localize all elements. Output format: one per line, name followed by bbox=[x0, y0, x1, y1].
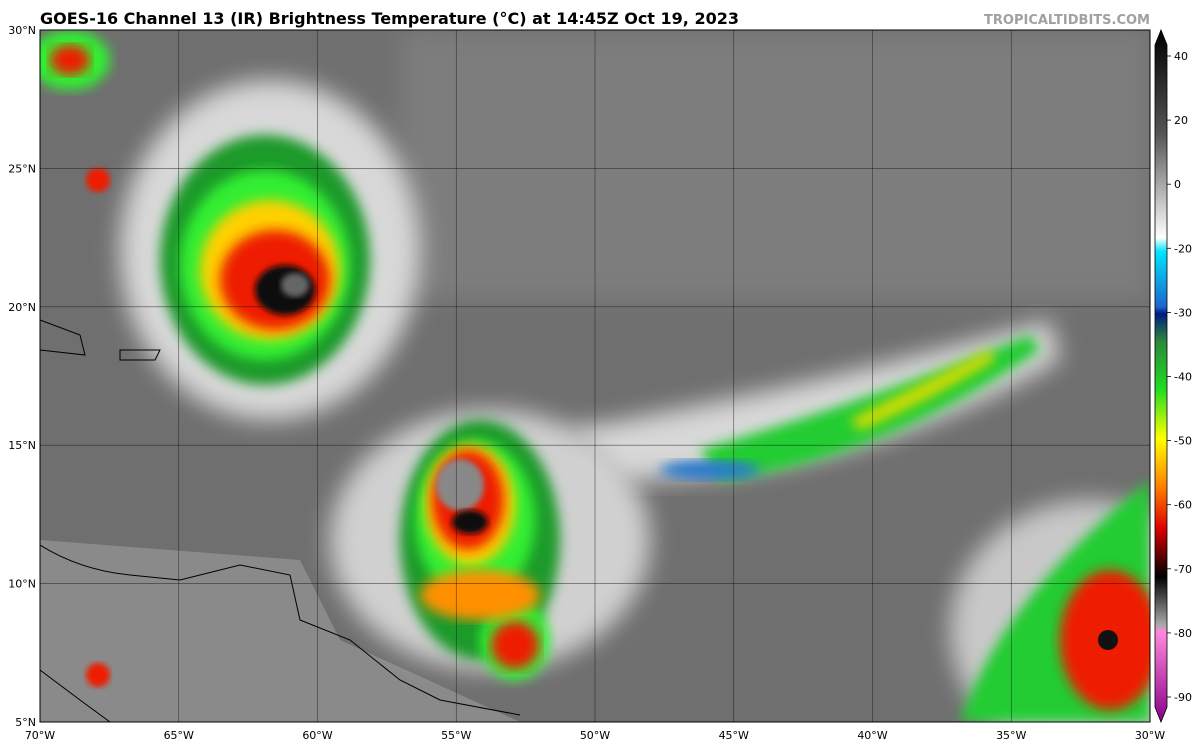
lat-label: 10°N bbox=[8, 578, 36, 591]
watermark: TROPICALTIDBITS.COM bbox=[984, 13, 1150, 28]
lat-label: 20°N bbox=[8, 301, 36, 314]
lat-label: 25°N bbox=[8, 162, 36, 175]
map-frame bbox=[39, 29, 1151, 723]
imagery bbox=[40, 30, 1150, 722]
lon-label: 55°W bbox=[441, 729, 471, 742]
lon-label: 35°W bbox=[996, 729, 1026, 742]
lon-label: 50°W bbox=[580, 729, 610, 742]
lat-label: 30°N bbox=[8, 24, 36, 37]
colorbar-label: -70 bbox=[1174, 563, 1192, 576]
colorbar-label: -20 bbox=[1174, 242, 1192, 255]
lat-label: 5°N bbox=[15, 716, 36, 729]
graticule bbox=[40, 30, 1150, 722]
lon-label: 45°W bbox=[719, 729, 749, 742]
colorbar-label: 40 bbox=[1174, 50, 1188, 63]
lon-label: 70°W bbox=[25, 729, 55, 742]
colorbar-label: -40 bbox=[1174, 371, 1192, 384]
colorbar-label: -30 bbox=[1174, 306, 1192, 319]
colorbar-label: 20 bbox=[1174, 114, 1188, 127]
colorbar bbox=[1154, 28, 1168, 724]
colorbar-label: -90 bbox=[1174, 691, 1192, 704]
colorbar-label: -60 bbox=[1174, 499, 1192, 512]
title: GOES-16 Channel 13 (IR) Brightness Tempe… bbox=[40, 9, 739, 28]
lon-label: 40°W bbox=[857, 729, 887, 742]
colorbar-label: -80 bbox=[1174, 627, 1192, 640]
colorbar-label: 0 bbox=[1174, 178, 1181, 191]
lat-label: 15°N bbox=[8, 439, 36, 452]
labels: 30°N 25°N 20°N 15°N 10°N 5°N70°W 65°W 60°W 55°W 5… bbox=[8, 24, 1192, 742]
lon-label: 65°W bbox=[164, 729, 194, 742]
lon-label: 30°W bbox=[1135, 729, 1165, 742]
lon-label: 60°W bbox=[302, 729, 332, 742]
colorbar-label: -50 bbox=[1174, 435, 1192, 448]
